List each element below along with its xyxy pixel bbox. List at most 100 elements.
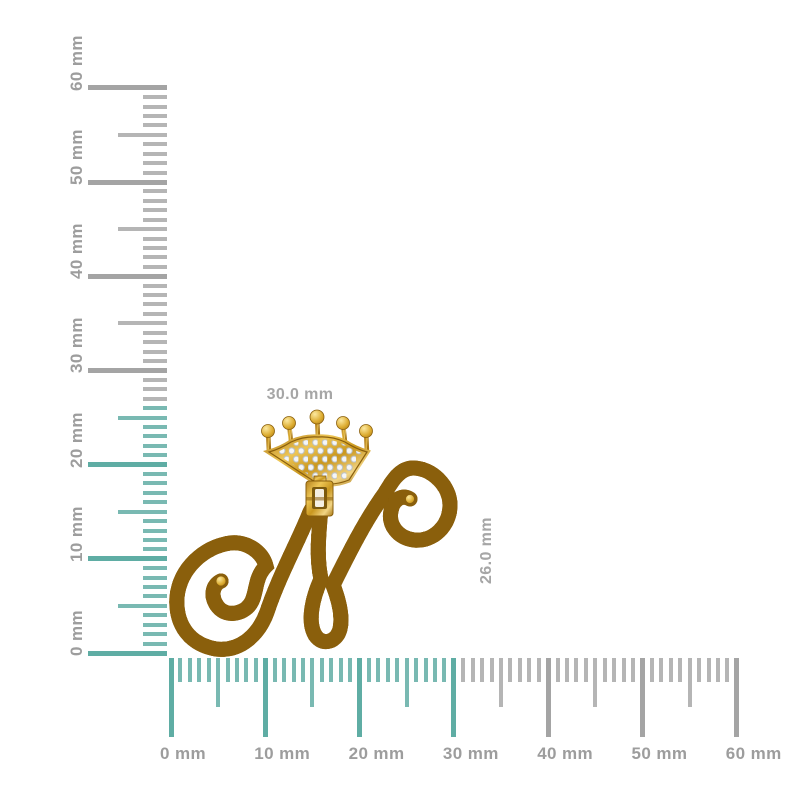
vertical-ruler-tick <box>143 500 167 505</box>
horizontal-ruler-tick <box>262 658 268 737</box>
horizontal-ruler-tick <box>499 658 504 707</box>
vertical-ruler-tick <box>143 537 167 542</box>
horizontal-ruler-tick <box>404 658 409 707</box>
horizontal-ruler-tick <box>216 658 221 707</box>
horizontal-ruler-tick <box>593 658 598 707</box>
horizontal-ruler-tick <box>574 658 579 682</box>
horizontal-ruler-tick <box>706 658 711 682</box>
vertical-ruler-tick <box>143 114 167 119</box>
vertical-ruler-tick <box>143 594 167 599</box>
vertical-ruler-tick <box>143 358 167 363</box>
horizontal-ruler-tick <box>640 658 645 737</box>
horizontal-ruler-tick <box>470 658 475 682</box>
letter-n-end-bead <box>405 494 415 504</box>
horizontal-ruler-tick <box>357 658 363 737</box>
horizontal-ruler-tick <box>536 658 541 682</box>
vertical-ruler-label: 50 mm <box>67 129 86 185</box>
width-dimension-label: 30.0 mm <box>266 386 334 403</box>
horizontal-ruler-tick <box>545 658 551 737</box>
horizontal-ruler-tick <box>621 658 626 682</box>
vertical-ruler-tick <box>118 603 167 608</box>
vertical-ruler-tick <box>88 273 167 279</box>
vertical-ruler-tick <box>118 321 167 326</box>
vertical-ruler-label: 10 mm <box>67 505 86 562</box>
horizontal-ruler-tick <box>197 658 202 682</box>
vertical-ruler-tick <box>118 509 167 514</box>
horizontal-ruler-tick <box>395 658 400 682</box>
vertical-ruler-tick <box>143 311 167 316</box>
vertical-ruler-tick <box>143 123 167 128</box>
vertical-ruler-tick <box>143 330 167 335</box>
horizontal-ruler-tick <box>385 658 390 682</box>
vertical-ruler-tick <box>143 585 167 590</box>
vertical-ruler-tick <box>143 170 167 175</box>
vertical-ruler-tick <box>143 396 167 401</box>
horizontal-ruler-tick <box>225 658 230 682</box>
vertical-ruler-tick <box>143 198 167 203</box>
vertical-ruler-label: 60 mm <box>67 34 86 91</box>
vertical-ruler-tick <box>143 566 167 571</box>
horizontal-ruler-tick <box>734 658 740 737</box>
vertical-ruler-tick <box>143 443 167 448</box>
horizontal-ruler-tick <box>319 658 324 682</box>
vertical-ruler-tick <box>88 650 167 656</box>
vertical-ruler-tick <box>143 104 167 109</box>
horizontal-ruler-tick <box>235 658 239 682</box>
vertical-ruler-tick <box>143 453 167 458</box>
horizontal-ruler-tick <box>612 658 617 682</box>
horizontal-ruler-label: 0 mm <box>160 744 207 763</box>
horizontal-ruler-tick <box>168 658 174 737</box>
vertical-ruler-tick <box>143 349 167 354</box>
letter-n-end-bead <box>215 575 227 587</box>
vertical-ruler-tick <box>118 132 167 137</box>
horizontal-ruler-tick <box>715 658 720 682</box>
pendant-image <box>150 409 458 665</box>
horizontal-ruler-tick <box>253 658 258 682</box>
horizontal-ruler-tick <box>508 658 513 682</box>
vertical-ruler-tick <box>143 377 167 382</box>
horizontal-ruler-label: 20 mm <box>348 744 405 763</box>
horizontal-ruler-tick <box>244 658 249 682</box>
horizontal-ruler-tick <box>480 658 485 682</box>
vertical-ruler-tick <box>143 340 167 345</box>
vertical-ruler-tick <box>143 151 167 156</box>
vertical-ruler-tick <box>143 189 167 194</box>
horizontal-ruler-tick <box>272 658 277 682</box>
vertical-ruler-tick <box>143 547 167 552</box>
horizontal-ruler-tick <box>517 658 522 682</box>
vertical-ruler-tick <box>143 406 167 411</box>
horizontal-ruler-tick <box>451 658 457 737</box>
horizontal-ruler-tick <box>367 658 372 682</box>
horizontal-ruler-tick <box>583 658 588 682</box>
vertical-ruler-tick <box>88 462 167 468</box>
vertical-ruler-tick <box>143 641 167 646</box>
horizontal-ruler-tick <box>461 658 466 682</box>
horizontal-ruler-tick <box>348 658 353 682</box>
vertical-ruler-tick <box>143 293 167 298</box>
horizontal-ruler-tick <box>414 658 419 682</box>
horizontal-ruler-label: 50 mm <box>631 744 688 763</box>
pendant-letter-n <box>177 460 458 649</box>
horizontal-ruler-label: 60 mm <box>725 744 782 763</box>
horizontal-ruler-tick <box>433 658 438 682</box>
horizontal-ruler-tick <box>697 658 702 682</box>
vertical-ruler-label: 30 mm <box>67 317 86 374</box>
vertical-ruler-tick <box>88 367 167 373</box>
vertical-ruler-tick <box>143 622 167 627</box>
horizontal-ruler-label: 40 mm <box>537 744 594 763</box>
horizontal-ruler-label: 30 mm <box>442 744 499 763</box>
horizontal-ruler-tick <box>602 658 607 682</box>
vertical-ruler-tick <box>143 528 167 533</box>
horizontal-ruler-tick <box>282 658 287 682</box>
vertical-ruler-tick <box>143 490 167 495</box>
vertical-ruler-tick <box>143 208 167 213</box>
horizontal-ruler-tick <box>423 658 428 682</box>
horizontal-ruler-tick <box>310 658 315 707</box>
horizontal-ruler-tick <box>376 658 381 682</box>
horizontal-ruler-label: 10 mm <box>254 744 311 763</box>
vertical-ruler-label: 0 mm <box>67 609 86 656</box>
horizontal-ruler-tick <box>565 658 570 682</box>
vertical-ruler-tick <box>143 255 167 260</box>
horizontal-ruler-tick <box>442 658 447 682</box>
horizontal-ruler-tick <box>178 658 183 682</box>
